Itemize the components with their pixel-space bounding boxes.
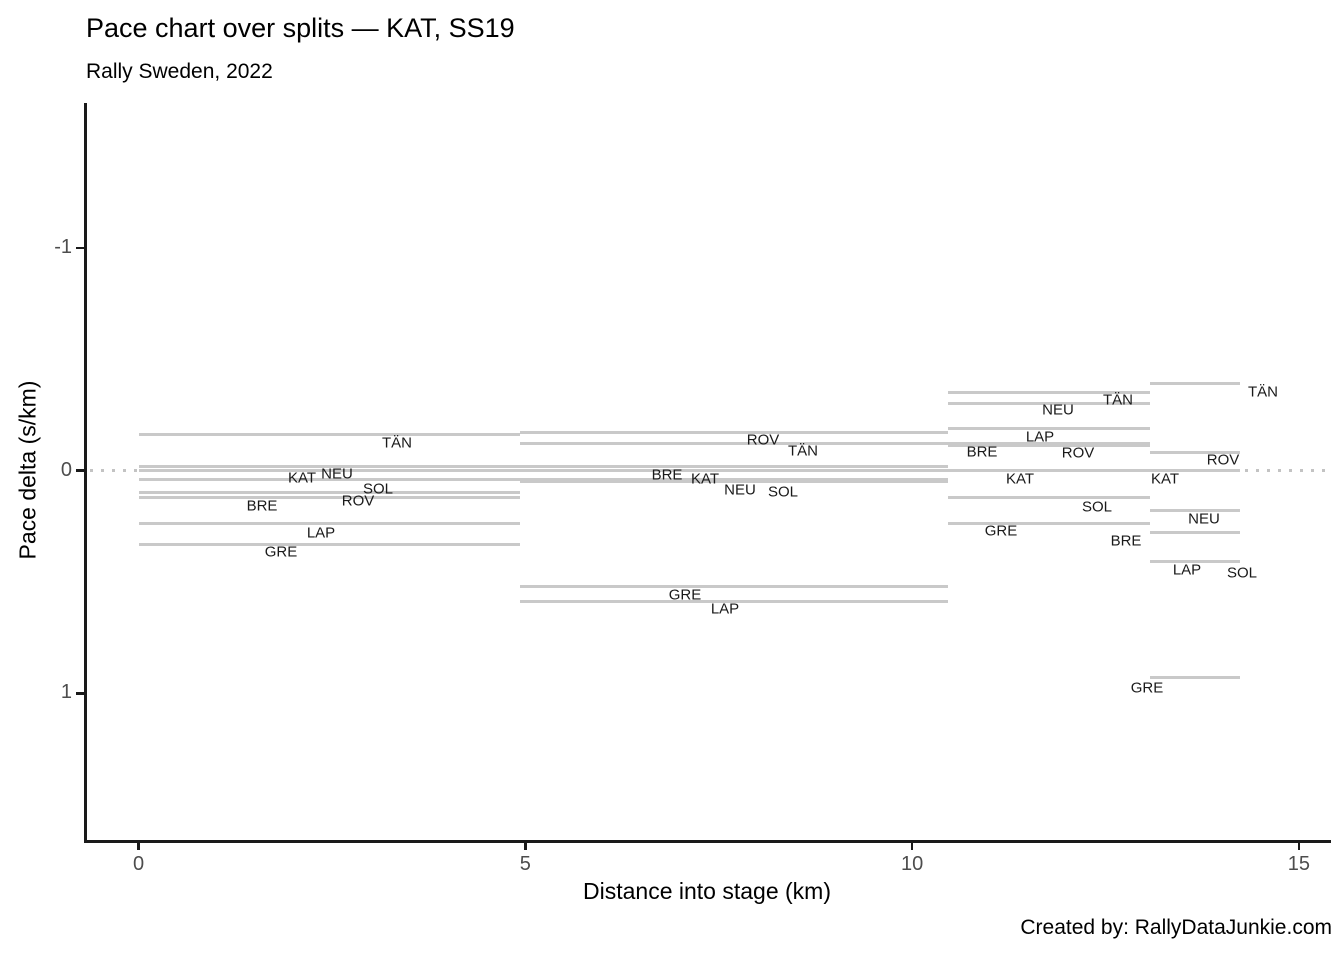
driver-label-sol-split2: SOL: [767, 483, 799, 501]
pace-segment-lap-split2: [519, 600, 948, 604]
driver-label-gre-split4: GRE: [1130, 679, 1164, 697]
x-tick-mark: [137, 842, 140, 850]
pace-segment-gre-split4: [1149, 676, 1241, 680]
x-tick-label: 0: [132, 853, 145, 875]
driver-label-rov-split3: ROV: [1061, 444, 1095, 462]
driver-label-lap-split2: LAP: [710, 600, 740, 618]
pace-segment-gre-split3: [947, 522, 1150, 526]
pace-segment-bre-split1: [138, 495, 520, 499]
driver-label-tän-split3: TÄN: [1103, 391, 1133, 409]
pace-segment-lap-split3: [947, 426, 1150, 430]
driver-label-sol-split3: SOL: [1081, 498, 1113, 516]
pace-segment-neu-split3: [947, 402, 1150, 406]
x-tick-mark: [524, 842, 527, 850]
driver-label-neu-split4: NEU: [1188, 510, 1220, 528]
pace-segment-bre-split3: [947, 444, 1150, 448]
pace-segment-tän-split3: [947, 391, 1150, 395]
pace-segment-gre-split1: [138, 542, 520, 546]
driver-label-bre-split3: BRE: [966, 443, 998, 461]
pace-segment-kat-split3: [947, 469, 1150, 472]
pace-segment-bre-split4: [1149, 531, 1241, 535]
chart-subtitle: Rally Sweden, 2022: [86, 60, 273, 83]
pace-segment-tän-split1: [138, 433, 520, 437]
driver-label-kat-split4: KAT: [1150, 470, 1180, 488]
driver-label-sol-split4: SOL: [1226, 564, 1258, 582]
driver-label-gre-split1: GRE: [264, 543, 298, 561]
pace-segment-lap-split1: [138, 522, 520, 526]
x-tick-label: 15: [1287, 853, 1311, 875]
pace-segment-neu-split2: [519, 477, 948, 481]
pace-segment-lap-split4: [1149, 560, 1241, 564]
driver-label-bre-split2: BRE: [651, 466, 683, 484]
driver-label-gre-split3: GRE: [984, 522, 1018, 540]
driver-label-rov-split1: ROV: [341, 492, 375, 510]
y-tick-label: 0: [60, 458, 72, 481]
pace-segment-sol-split3: [947, 495, 1150, 499]
driver-label-rov-split2: ROV: [746, 431, 780, 449]
driver-label-neu-split2: NEU: [724, 481, 756, 499]
driver-label-kat-split2: KAT: [690, 470, 720, 488]
driver-label-bre-split1: BRE: [246, 497, 278, 515]
y-tick-mark: [76, 469, 84, 472]
driver-label-bre-split4: BRE: [1110, 532, 1142, 550]
x-tick-mark: [910, 842, 914, 850]
driver-label-neu-split1: NEU: [321, 465, 353, 483]
driver-label-lap-split3: LAP: [1025, 428, 1055, 446]
pace-segment-sol-split2: [519, 480, 948, 484]
driver-label-gre-split2: GRE: [668, 586, 702, 604]
chart-title: Pace chart over splits — KAT, SS19: [86, 13, 515, 43]
driver-label-tän-split2: TÄN: [788, 442, 818, 460]
pace-segment-rov-split1: [138, 491, 520, 495]
driver-label-sol-split1: SOL: [362, 480, 394, 498]
driver-label-lap-split4: LAP: [1172, 561, 1202, 579]
x-tick-label: 5: [519, 853, 531, 875]
pace-segment-bre-split2: [519, 464, 948, 468]
driver-label-kat-split1: KAT: [287, 469, 317, 487]
pace-segment-tän-split4: [1149, 382, 1241, 386]
attribution-text: Created by: RallyDataJunkie.com: [1020, 916, 1332, 939]
y-tick-mark: [76, 246, 84, 249]
driver-label-neu-split3: NEU: [1042, 401, 1074, 419]
pace-segment-tän-split2: [519, 442, 948, 446]
x-tick-label: 10: [900, 853, 924, 875]
pace-segment-kat-split4: [1149, 469, 1241, 472]
y-axis-line: [84, 103, 87, 842]
driver-label-tän-split1: TÄN: [382, 434, 412, 452]
x-axis-line: [84, 840, 1331, 843]
pace-segment-sol-split1: [138, 477, 520, 481]
pace-segment-gre-split2: [519, 584, 948, 588]
driver-label-rov-split4: ROV: [1206, 451, 1240, 469]
y-tick-mark: [76, 692, 84, 695]
pace-segment-rov-split4: [1149, 451, 1241, 455]
pace-segment-rov-split2: [519, 431, 948, 435]
driver-label-tän-split4: TÄN: [1248, 383, 1278, 401]
pace-segment-rov-split3: [947, 442, 1150, 446]
driver-label-kat-split3: KAT: [1005, 470, 1035, 488]
x-tick-mark: [1297, 842, 1301, 850]
pace-segment-kat-split2: [519, 469, 948, 472]
driver-label-lap-split1: LAP: [306, 524, 336, 542]
y-tick-label: 1: [60, 681, 72, 704]
y-tick-label: -1: [54, 235, 72, 258]
x-axis-title: Distance into stage (km): [583, 878, 831, 904]
pace-segment-neu-split1: [138, 464, 520, 468]
pace-segment-neu-split4: [1149, 509, 1241, 513]
pace-segment-kat-split1: [138, 469, 520, 472]
